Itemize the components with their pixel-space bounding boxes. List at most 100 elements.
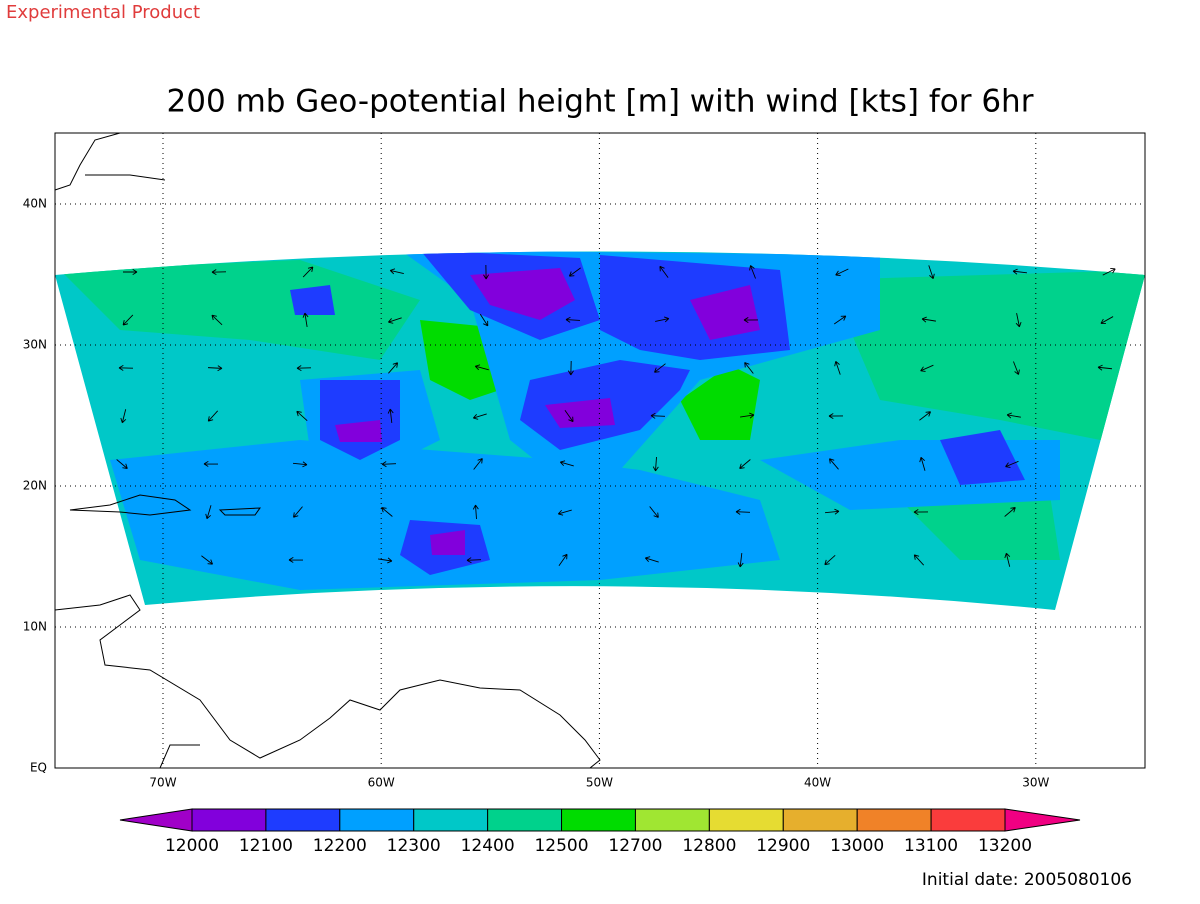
- wind-arrow: [824, 508, 840, 515]
- wind-arrow: [1012, 268, 1028, 275]
- wind-arrow: [834, 361, 841, 375]
- field-area: [680, 365, 760, 440]
- wind-arrow: [292, 461, 308, 468]
- field-area: [545, 398, 615, 428]
- wind-arrow: [1097, 364, 1113, 371]
- colorbar-label: 12400: [461, 836, 515, 856]
- colorbar-segment: [339, 808, 415, 832]
- wind-arrow: [740, 412, 755, 419]
- wind-arrow: [1102, 268, 1116, 276]
- wind-arrow: [472, 413, 487, 420]
- colorbar-label: 12900: [756, 836, 810, 856]
- lon-label: 70W: [149, 776, 176, 790]
- wind-arrow: [1006, 412, 1021, 419]
- wind-arrow: [913, 509, 929, 516]
- wind-arrow: [293, 506, 303, 518]
- colorbar-segment: [930, 808, 1006, 832]
- lat-label: EQ: [30, 761, 47, 775]
- wind-arrow: [835, 268, 849, 276]
- wind-arrow: [211, 269, 227, 276]
- wind-arrow: [483, 264, 490, 280]
- wind-arrow: [824, 554, 836, 566]
- colorbar-label: 12800: [682, 836, 736, 856]
- lat-label: 30N: [23, 338, 47, 352]
- field-area: [690, 285, 760, 340]
- lon-label: 50W: [586, 776, 613, 790]
- colorbar-end: [119, 808, 193, 832]
- wind-arrow: [649, 506, 659, 518]
- wind-arrow: [743, 317, 759, 323]
- wind-arrow: [205, 505, 212, 520]
- colorbar-segment: [708, 808, 784, 832]
- lon-label: 30W: [1022, 776, 1049, 790]
- wind-arrow: [302, 266, 314, 278]
- wind-arrow: [388, 362, 399, 374]
- wind-arrow: [1013, 361, 1020, 375]
- wind-arrow: [472, 504, 479, 520]
- lat-label: 20N: [23, 479, 47, 493]
- wind-arrow: [921, 316, 936, 323]
- lon-label: 40W: [804, 776, 831, 790]
- wind-arrow: [744, 362, 754, 374]
- wind-arrow: [211, 314, 223, 326]
- wind-arrow: [833, 315, 847, 325]
- lat-label: 10N: [23, 620, 47, 634]
- coastline: [69, 494, 262, 516]
- wind-arrow: [828, 413, 844, 419]
- wind-arrow: [739, 459, 751, 469]
- colorbar-label: 12100: [239, 836, 293, 856]
- colorbar-segment: [782, 808, 858, 832]
- colorbar-label: 12200: [313, 836, 367, 856]
- wind-arrow: [559, 460, 574, 467]
- coastline: [54, 594, 601, 769]
- wind-arrow: [466, 557, 482, 564]
- wind-arrow: [644, 556, 659, 563]
- colorbar-label: 13100: [904, 836, 958, 856]
- wind-arrow: [650, 412, 666, 419]
- wind-arrow: [928, 265, 935, 279]
- wind-arrow: [659, 265, 669, 278]
- wind-arrow: [654, 363, 666, 373]
- wind-arrow: [737, 552, 744, 568]
- wind-arrow: [473, 458, 483, 470]
- lon-label: 60W: [368, 776, 395, 790]
- wind-arrow: [919, 411, 931, 421]
- field-area: [430, 530, 465, 555]
- wind-arrow: [558, 553, 568, 566]
- colorbar-end: [1004, 808, 1081, 832]
- wind-arrow: [568, 267, 581, 277]
- wind-arrow: [567, 360, 574, 376]
- graticule: EQ 10N 20N 30N 40N 70W 60W 50W 40W 30W: [23, 133, 1145, 790]
- wind-arrow: [474, 364, 489, 371]
- wind-arrow: [1015, 313, 1022, 328]
- field-area: [470, 268, 575, 320]
- wind-arrow: [207, 365, 223, 372]
- wind-arrow: [381, 461, 397, 468]
- wind-arrow: [557, 509, 572, 516]
- wind-arrow: [381, 507, 393, 517]
- wind-arrow: [655, 316, 670, 323]
- initial-date: Initial date: 2005080106: [922, 870, 1132, 890]
- colorbar-label: 12700: [608, 836, 662, 856]
- wind-arrow: [118, 364, 134, 371]
- colorbar-segment: [191, 808, 267, 832]
- wind-arrow: [122, 314, 134, 326]
- wind-arrow: [201, 555, 213, 565]
- wind-arrow: [203, 460, 219, 467]
- field-area: [335, 420, 382, 442]
- wind-arrow: [749, 265, 756, 279]
- title: 200 mb Geo-potential height [m] with win…: [167, 84, 1034, 120]
- wind-arrow: [389, 268, 404, 275]
- colorbar-segment: [265, 808, 341, 832]
- wind-arrow: [1005, 460, 1019, 468]
- field-area: [110, 440, 780, 590]
- wind-arrow: [296, 410, 308, 422]
- colorbar-segment: [413, 808, 489, 832]
- colorbar-label: 12000: [165, 836, 219, 856]
- wind-arrow: [123, 269, 138, 275]
- wind-arrow: [913, 554, 925, 566]
- wind-arrow: [564, 410, 574, 423]
- colorbar-segment: [487, 808, 563, 832]
- wind-arrow: [1004, 552, 1011, 567]
- wind-arrow: [302, 312, 309, 327]
